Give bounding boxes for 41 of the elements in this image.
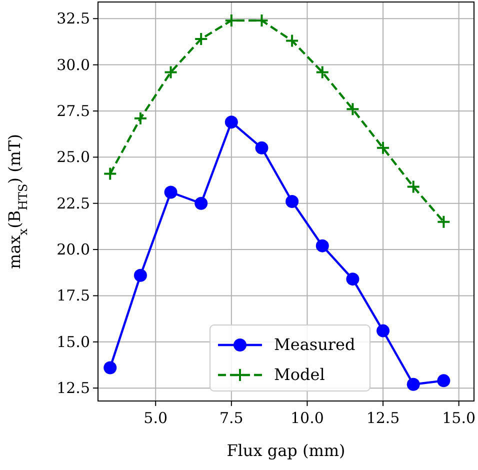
y-tick-label: 25.0 xyxy=(56,148,90,166)
point xyxy=(103,166,118,181)
x-tick-label: 5.0 xyxy=(144,409,168,427)
point xyxy=(255,141,268,154)
point xyxy=(315,65,330,80)
y-tick-label: 12.5 xyxy=(56,379,90,398)
y-tick-label: 27.5 xyxy=(56,102,90,120)
point xyxy=(406,180,420,194)
x-tick-label: 15.0 xyxy=(442,409,476,427)
point xyxy=(104,361,117,374)
point xyxy=(286,195,299,208)
point xyxy=(194,196,208,210)
point xyxy=(376,140,390,155)
point xyxy=(316,239,329,252)
point xyxy=(164,186,178,199)
y-tick-label: 17.5 xyxy=(56,286,90,305)
point xyxy=(376,324,390,338)
point xyxy=(346,272,360,286)
point xyxy=(346,102,360,116)
x-tick-label: 12.5 xyxy=(366,409,400,427)
point xyxy=(134,268,147,282)
y-tick-label: 32.5 xyxy=(56,10,90,28)
x-tick-label: 7.5 xyxy=(219,409,244,427)
point xyxy=(224,13,238,28)
legend-label: Measured xyxy=(274,335,356,354)
y-tick-label: 15.0 xyxy=(56,332,90,351)
point xyxy=(406,378,420,391)
point xyxy=(285,34,300,48)
point xyxy=(194,32,208,46)
point xyxy=(164,65,178,80)
y-tick-label: 22.5 xyxy=(56,194,90,212)
y-tick-label: 30.0 xyxy=(56,56,90,74)
x-axis-title: Flux gap (mm) xyxy=(226,441,346,460)
point xyxy=(224,116,238,129)
point xyxy=(437,374,450,388)
point xyxy=(254,13,269,28)
point xyxy=(133,111,148,126)
legend-label: Model xyxy=(274,365,325,384)
x-tick-label: 10.0 xyxy=(290,409,324,427)
point xyxy=(436,214,451,229)
y-tick-label: 20.0 xyxy=(56,240,90,259)
